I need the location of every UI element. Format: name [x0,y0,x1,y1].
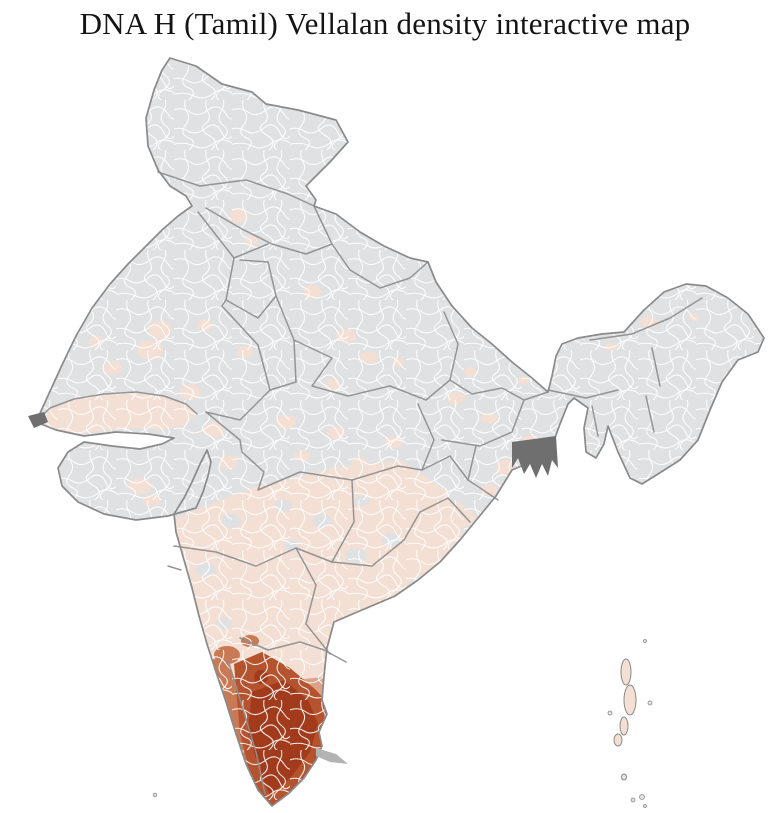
special-areas [28,412,558,764]
landmass [36,58,764,806]
rameswaram-flats[interactable] [316,748,348,764]
andaman-islands[interactable] [613,658,637,781]
islands [152,639,653,808]
small-island-dots[interactable] [152,639,653,808]
page-title: DNA H (Tamil) Vellalan density interacti… [79,6,691,41]
district-boundaries-overlay [36,58,764,806]
state-borders [35,171,703,795]
kutch-marsh-tip[interactable] [28,412,48,428]
sundarbans-delta[interactable] [512,436,558,478]
